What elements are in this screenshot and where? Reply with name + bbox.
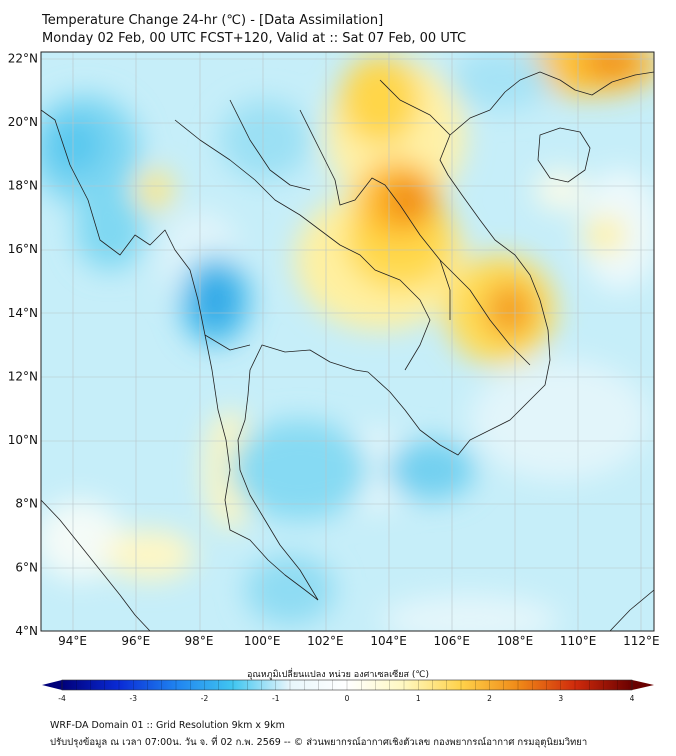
lat-tick-label: 14°N bbox=[8, 306, 38, 320]
lon-tick-label: 108°E bbox=[497, 634, 534, 648]
lon-tick-label: 102°E bbox=[307, 634, 344, 648]
lat-tick-label: 16°N bbox=[8, 242, 38, 256]
lat-tick-label: 18°N bbox=[8, 179, 38, 193]
map-area bbox=[41, 52, 654, 631]
coastlines-borders bbox=[41, 71, 654, 631]
colorbar-max-extension bbox=[632, 680, 654, 690]
colorbar-bar bbox=[62, 680, 632, 690]
lon-tick-label: 94°E bbox=[58, 634, 87, 648]
footer-line-2: ปรับปรุงข้อมูล ณ เวลา 07:00น. วัน จ. ที่… bbox=[50, 737, 588, 748]
colorbar-tick-label: 4 bbox=[630, 694, 635, 703]
lon-tick-label: 100°E bbox=[244, 634, 281, 648]
title-line-2: Monday 02 Feb, 00 UTC FCST+120, Valid at… bbox=[42, 31, 467, 46]
lon-tick-label: 96°E bbox=[121, 634, 150, 648]
lon-tick-label: 110°E bbox=[560, 634, 597, 648]
colorbar-tick-label: -1 bbox=[272, 694, 280, 703]
chart-title: Temperature Change 24-hr (℃) - [Data Ass… bbox=[42, 12, 466, 48]
lon-tick-label: 98°E bbox=[185, 634, 214, 648]
colorbar-tick-label: 3 bbox=[558, 694, 563, 703]
footer-line-1: WRF-DA Domain 01 :: Grid Resolution 9km … bbox=[50, 720, 285, 731]
map-frame bbox=[40, 51, 655, 632]
title-line-1: Temperature Change 24-hr (℃) - [Data Ass… bbox=[42, 13, 384, 28]
colorbar-tick-label: -2 bbox=[201, 694, 209, 703]
colorbar-tick-label: -4 bbox=[58, 694, 66, 703]
lat-tick-label: 22°N bbox=[8, 51, 38, 65]
lon-tick-label: 112°E bbox=[623, 634, 660, 648]
lon-tick-label: 104°E bbox=[370, 634, 407, 648]
colorbar-tick-label: 2 bbox=[487, 694, 492, 703]
colorbar-tick-label: -3 bbox=[130, 694, 138, 703]
lat-tick-label: 6°N bbox=[15, 560, 38, 574]
longitude-tick-labels: 94°E 96°E 98°E 100°E 102°E 104°E 106°E 108°E 110… bbox=[58, 634, 659, 648]
colorbar: -4 -3 -2 -1 0 1 2 3 4 bbox=[42, 679, 654, 703]
lat-tick-label: 20°N bbox=[8, 115, 38, 129]
colorbar-label: อุณหภูมิเปลี่ยนแปลง หน่วย องศาเซลเซียส (… bbox=[246, 670, 430, 680]
latitude-tick-labels: 22°N 20°N 18°N 16°N 14°N 12°N 10°N 8°N 6°N 4°N bbox=[8, 51, 38, 638]
colorbar-tick-label: 0 bbox=[345, 694, 350, 703]
lat-tick-label: 4°N bbox=[15, 624, 38, 638]
colorbar-tick-label: 1 bbox=[416, 694, 421, 703]
gridlines bbox=[41, 52, 654, 631]
lat-tick-label: 8°N bbox=[15, 497, 38, 511]
lat-tick-label: 10°N bbox=[8, 433, 38, 447]
colorbar-min-extension bbox=[42, 680, 62, 690]
lon-tick-label: 106°E bbox=[434, 634, 471, 648]
lat-tick-label: 12°N bbox=[8, 369, 38, 383]
